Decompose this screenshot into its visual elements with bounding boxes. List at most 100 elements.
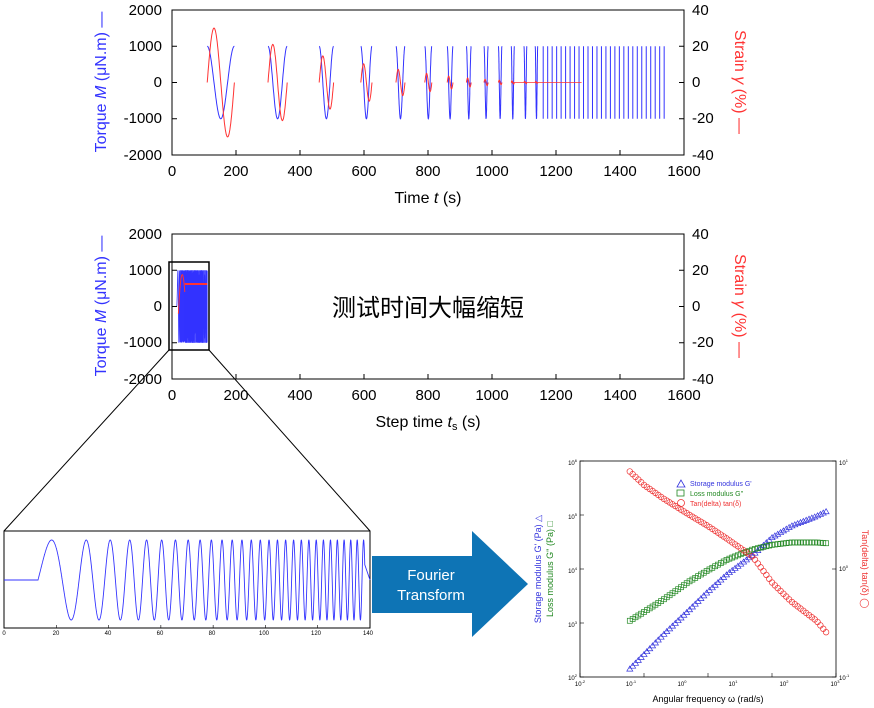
p4-ytick-left: 104: [568, 566, 578, 575]
p4-ytick-left: 106: [568, 458, 578, 467]
p3-xtick: 140: [363, 631, 374, 637]
storage-point: [728, 566, 736, 573]
storage-point: [643, 647, 651, 655]
p2-ylabel-right: Strain γ (%) —: [731, 254, 748, 358]
torque-burst: [483, 45, 489, 120]
p1-xtick: 1600: [667, 163, 700, 180]
strain-burst: [318, 55, 335, 110]
legend-circle-marker: [677, 499, 685, 507]
p4-xtick: 10-2: [575, 679, 586, 688]
p3-signal: [4, 539, 371, 621]
legend-tan-label: Tan(delta) tan(δ): [690, 501, 741, 508]
tan-point: [763, 571, 770, 579]
storage-point: [742, 556, 751, 563]
storage-point: [629, 662, 637, 669]
p1-ytick-right: -40: [692, 147, 714, 164]
arrow-label-line2: Transform: [397, 587, 465, 604]
p4-ytick-left: 102: [568, 673, 578, 682]
storage-point: [731, 564, 739, 571]
p2-ylabel-left: Torque M (μN.m) —: [93, 236, 110, 377]
legend-square-marker: [676, 489, 685, 497]
storage-point: [779, 527, 788, 534]
strain-burst: [465, 77, 472, 88]
storage-point: [791, 521, 799, 528]
strain-burst: [360, 63, 373, 102]
torque-burst: [318, 45, 334, 120]
zoom-connector-left: [3, 349, 170, 532]
storage-point: [822, 508, 830, 515]
storage-point: [637, 653, 645, 660]
p2-ytick-right: -40: [692, 371, 714, 388]
p4-xtick: 102: [780, 679, 790, 688]
storage-point: [626, 665, 634, 672]
panel-step-time-chart: 测试时间大幅缩短 2000 1000 0 -1000 -2000 40 20 0…: [93, 226, 748, 433]
p1-ytick-right: 40: [692, 2, 709, 19]
torque-burst: [523, 45, 528, 120]
p1-xtick: 600: [351, 163, 376, 180]
storage-point: [640, 650, 648, 657]
p3-xtick: 20: [53, 631, 60, 637]
storage-point: [657, 633, 665, 640]
p1-ylabel-right: Strain γ (%) —: [731, 30, 748, 134]
p2-xlabel: Step time ts (s): [375, 414, 480, 433]
storage-point: [813, 512, 822, 519]
arrow-label-line1: Fourier: [407, 567, 455, 584]
p2-ytick-right: -20: [692, 334, 714, 351]
p4-ytick-left: 103: [568, 620, 578, 629]
storage-point: [768, 533, 776, 541]
p4-ytick-right: 100: [839, 564, 849, 573]
p1-ytick-right: -20: [692, 110, 714, 127]
p2-ticks: [171, 233, 685, 380]
strain-burst: [267, 43, 288, 122]
loss-point: [823, 540, 829, 547]
p4-ticks: [579, 460, 837, 678]
storage-point: [654, 636, 662, 643]
p4-ylabel-loss: Loss modulus G'' (Pa) □: [545, 520, 555, 616]
torque-burst: [510, 45, 515, 120]
storage-point: [785, 523, 793, 530]
tan-point: [817, 622, 824, 629]
p2-ytick-right: 40: [692, 226, 709, 243]
p4-points: [626, 468, 830, 672]
storage-point: [819, 509, 827, 516]
storage-point: [745, 554, 753, 561]
step-signal-dense: [184, 270, 208, 343]
p1-xtick: 400: [287, 163, 312, 180]
torque-burst: [267, 45, 288, 120]
storage-point: [648, 642, 657, 649]
strain-burst: [206, 27, 235, 138]
p3-xtick: 120: [311, 631, 322, 637]
p2-ytick-left: 2000: [129, 226, 162, 243]
storage-point: [634, 656, 642, 663]
strain-burst: [424, 72, 433, 93]
panel-time-chart: 2000 1000 0 -1000 -2000 40 20 0 -20 -40 …: [93, 2, 748, 207]
p3-xtick: 40: [105, 631, 112, 637]
p4-ytick-right: 101: [839, 458, 849, 467]
p1-ytick-left: 2000: [129, 2, 162, 19]
p1-xtick: 0: [168, 163, 176, 180]
p1-signal: [206, 27, 665, 138]
storage-point: [808, 514, 816, 521]
p2-xtick: 1400: [603, 387, 636, 404]
torque-burst: [498, 45, 503, 120]
storage-point: [774, 530, 782, 537]
p1-xtick: 1400: [603, 163, 636, 180]
storage-point: [631, 659, 640, 666]
storage-point: [646, 645, 654, 652]
p1-ytick-left: 1000: [129, 38, 162, 55]
p4-ylabel-storage: Storage modulus G' (Pa) △: [533, 515, 543, 623]
strain-burst: [446, 75, 454, 90]
tan-point: [822, 629, 830, 636]
zoom-connector-right: [208, 349, 371, 532]
p2-xtick: 600: [351, 387, 376, 404]
p4-legend: Storage modulus G' Loss modulus G'' Tan(…: [676, 479, 752, 508]
p2-ytick-left: 0: [154, 298, 162, 315]
p1-ytick-left: -1000: [124, 110, 162, 127]
tan-point: [820, 625, 827, 632]
p2-xtick: 0: [168, 387, 176, 404]
p1-ytick-left: -2000: [124, 147, 162, 164]
tan-point: [766, 575, 773, 582]
storage-point: [725, 568, 733, 576]
storage-point: [794, 520, 802, 527]
